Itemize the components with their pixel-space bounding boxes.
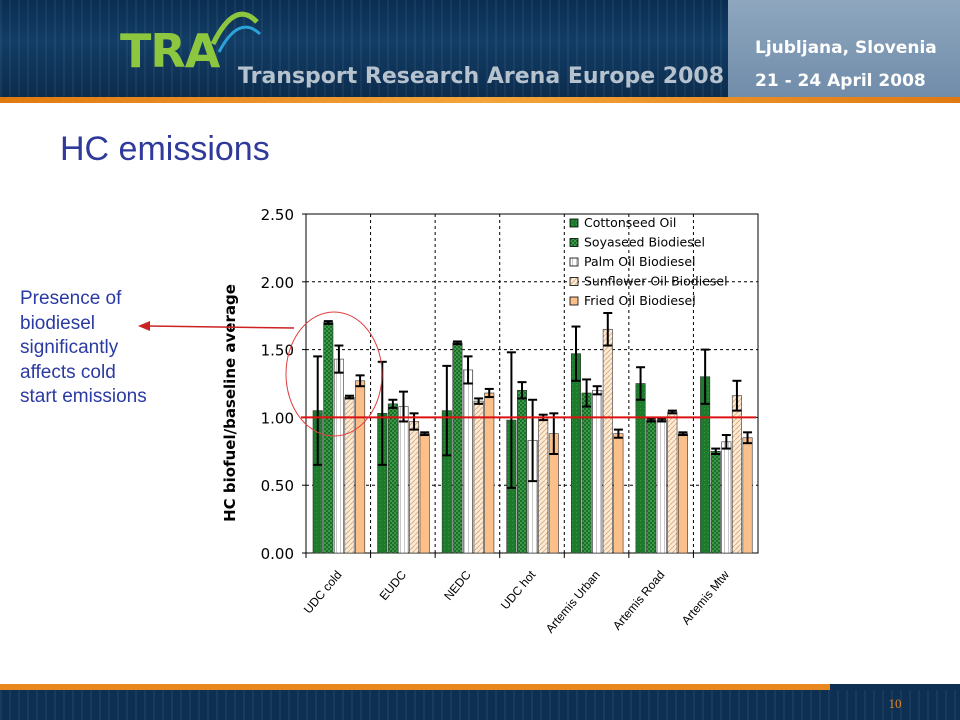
y-tick-label: 1.00 bbox=[261, 409, 294, 427]
bar-fried-oil-biodiesel bbox=[613, 433, 624, 554]
x-tick-labels: UDC cold EUDC NEDC UDC hot Artemis Urban Arte… bbox=[301, 553, 732, 636]
banner-orange-stripe bbox=[0, 97, 960, 103]
legend-swatch bbox=[569, 277, 579, 286]
bar-palm-oil-biodiesel bbox=[592, 389, 603, 554]
y-tick-labels: 0.00 0.50 1.00 1.50 2.00 2.50 bbox=[261, 206, 306, 563]
legend-swatch bbox=[569, 296, 579, 306]
bar-cottonseed-oil bbox=[570, 353, 581, 554]
bar-palm-oil-biodiesel bbox=[656, 419, 667, 554]
x-tick-label: Artemis Road bbox=[610, 568, 667, 633]
bar-soyaseed-biodiesel bbox=[387, 403, 398, 554]
legend: Cottonseed Oil Soyaseed Biodiesel Palm Oil… bbox=[569, 215, 728, 308]
x-tick-label: UDC cold bbox=[301, 568, 345, 616]
bar-soyaseed-biodiesel bbox=[646, 419, 657, 554]
bar-soyaseed-biodiesel bbox=[452, 342, 463, 554]
annotation-text: Presence of biodiesel significantly affe… bbox=[20, 288, 147, 407]
footer-stripes bbox=[0, 690, 960, 720]
bar-fried-oil-biodiesel bbox=[355, 380, 366, 554]
highlight-circle bbox=[285, 311, 383, 437]
gridlines bbox=[306, 214, 758, 553]
bar-palm-oil-biodiesel bbox=[398, 406, 409, 554]
bar-sunflower-oil-biodiesel bbox=[538, 417, 549, 554]
banner-stripes bbox=[0, 0, 730, 103]
legend-label: Fried Oil Biodiesel bbox=[584, 293, 696, 308]
logo-text: TRA bbox=[120, 24, 220, 78]
y-tick-label: 2.00 bbox=[261, 274, 294, 292]
banner-info-panel bbox=[728, 0, 960, 103]
header-banner: TRA Transport Research Arena Europe 2008… bbox=[0, 0, 960, 103]
footer-orange-stripe bbox=[0, 684, 830, 690]
error-bars bbox=[313, 311, 753, 489]
event-subtitle: Transport Research Arena Europe 2008 bbox=[238, 64, 725, 89]
legend-label: Soyaseed Biodiesel bbox=[584, 235, 705, 250]
bar-palm-oil-biodiesel bbox=[463, 369, 474, 554]
legend-label: Sunflower Oil Biodiesel bbox=[584, 274, 728, 289]
bar-palm-oil-biodiesel bbox=[721, 441, 732, 554]
y-tick-label: 2.50 bbox=[261, 206, 294, 224]
x-tick-label: Artemis Mtw bbox=[679, 568, 732, 628]
legend-label: Cottonseed Oil bbox=[584, 215, 676, 230]
bar-sunflower-oil-biodiesel bbox=[409, 421, 420, 554]
page-number: 10 bbox=[888, 696, 902, 711]
annotation-arrow bbox=[147, 325, 295, 329]
bar-palm-oil-biodiesel bbox=[333, 358, 344, 554]
legend-swatch bbox=[569, 218, 579, 228]
legend-swatch bbox=[569, 238, 579, 247]
bar-fried-oil-biodiesel bbox=[677, 433, 688, 554]
bar-soyaseed-biodiesel bbox=[323, 322, 334, 554]
y-axis-label: HC biofuel/baseline average bbox=[221, 284, 239, 522]
slide-title: HC emissions bbox=[60, 130, 270, 168]
bar-sunflower-oil-biodiesel bbox=[731, 395, 742, 554]
legend-swatch bbox=[569, 257, 579, 267]
bar-sunflower-oil-biodiesel bbox=[602, 328, 613, 554]
event-location: Ljubljana, Slovenia bbox=[755, 38, 937, 58]
x-tick-label: UDC hot bbox=[498, 567, 539, 612]
bar-sunflower-oil-biodiesel bbox=[473, 400, 484, 554]
bar-cottonseed-oil bbox=[635, 383, 646, 554]
bar-soyaseed-biodiesel bbox=[517, 389, 528, 554]
y-tick-label: 0.50 bbox=[261, 477, 294, 495]
y-tick-label: 0.00 bbox=[261, 545, 294, 563]
bar-sunflower-oil-biodiesel bbox=[344, 396, 355, 554]
arrow-head-icon bbox=[138, 321, 150, 331]
legend-label: Palm Oil Biodiesel bbox=[584, 254, 696, 269]
bar-fried-oil-biodiesel bbox=[742, 437, 753, 554]
logo-swoosh-icon bbox=[210, 11, 262, 53]
x-tick-label: NEDC bbox=[441, 568, 474, 603]
y-tick-label: 1.50 bbox=[261, 342, 294, 360]
event-dates: 21 - 24 April 2008 bbox=[755, 71, 926, 91]
bar-fried-oil-biodiesel bbox=[419, 433, 430, 554]
footer-bar bbox=[0, 684, 960, 720]
bar-sunflower-oil-biodiesel bbox=[667, 411, 678, 554]
x-tick-label: EUDC bbox=[377, 568, 410, 603]
hc-emissions-chart: 0.00 0.50 1.00 1.50 2.00 2.50 UDC cold EUDC NED… bbox=[138, 206, 759, 636]
bar-soyaseed-biodiesel bbox=[710, 450, 721, 554]
x-tick-label: Artemis Urban bbox=[543, 568, 603, 636]
